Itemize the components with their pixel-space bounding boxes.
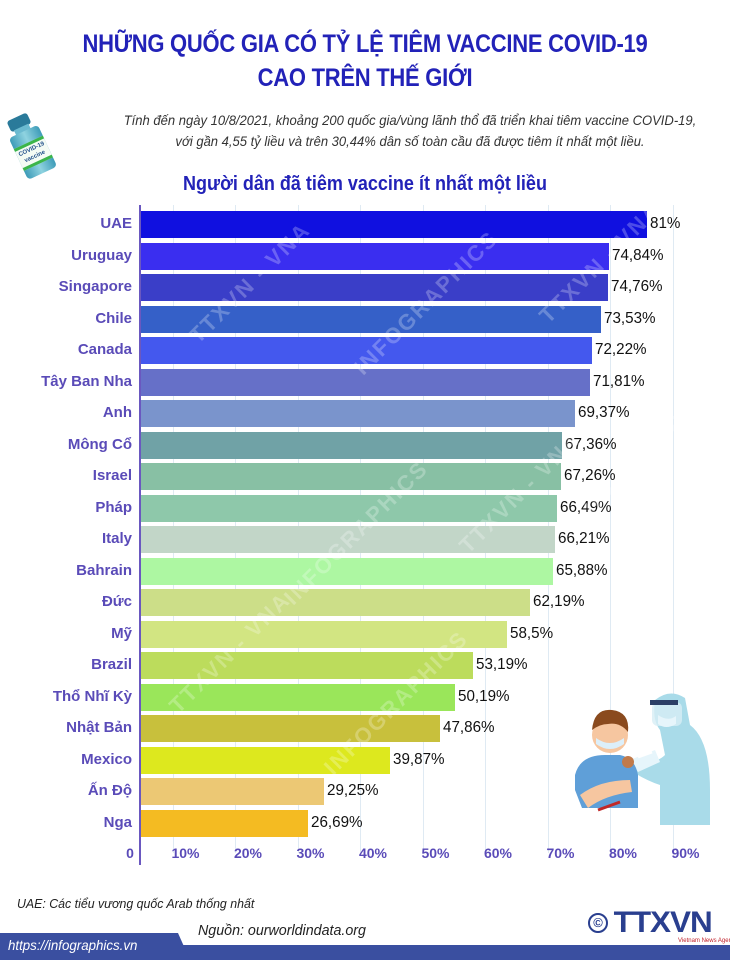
- country-label: Italy: [101, 530, 132, 547]
- country-label: Pháp: [95, 498, 132, 516]
- x-axis-tick: 60%: [483, 845, 513, 861]
- value-label: 74,76%: [611, 278, 663, 295]
- value-label: 66,49%: [559, 498, 612, 516]
- country-label: Nhật Bản: [66, 719, 132, 736]
- country-label: Thổ Nhĩ Kỳ: [52, 687, 132, 705]
- data-bar: [141, 589, 530, 616]
- data-bar: [141, 400, 575, 427]
- country-label: Canada: [77, 341, 132, 358]
- value-label: 74,84%: [611, 246, 664, 264]
- country-label: Brazil: [91, 656, 132, 673]
- logo-tagline: Vietnam News Agency: [678, 938, 730, 944]
- website-link[interactable]: https://infographics.vn: [8, 937, 138, 953]
- country-label: Chile: [95, 309, 132, 327]
- uae-footnote: UAE: Các tiểu vương quốc Arab thống nhất: [17, 896, 255, 911]
- data-bar: [141, 463, 562, 490]
- intro-text: Tính đến ngày 10/8/2021, khoảng 200 quốc…: [117, 110, 703, 152]
- data-bar: [141, 526, 555, 553]
- ttxvn-logo: © TTXVN Vietnam News Agency: [588, 906, 730, 944]
- gridline: [672, 205, 674, 853]
- country-label: Uruguay: [71, 246, 132, 264]
- intro-line-1: Tính đến ngày 10/8/2021, khoảng 200 quốc…: [123, 112, 697, 128]
- value-label: 62,19%: [532, 593, 585, 610]
- value-label: 50,19%: [457, 687, 510, 705]
- intro-line-2: với gần 4,55 tỷ liều và trên 30,44% dân …: [175, 133, 645, 149]
- source-text: Nguồn: ourworldindata.org: [198, 922, 366, 939]
- value-label: 67,36%: [565, 435, 617, 453]
- x-axis-tick: 80%: [608, 845, 638, 861]
- value-label: 58,5%: [509, 624, 553, 642]
- country-label: UAE: [100, 215, 132, 232]
- x-axis-tick: 30%: [296, 845, 325, 861]
- data-bar: [141, 431, 562, 459]
- data-bar: [141, 809, 308, 837]
- value-label: 81%: [650, 215, 681, 232]
- value-label: 47,86%: [443, 719, 495, 736]
- country-label: Mỹ: [111, 624, 132, 642]
- data-bar: [141, 368, 590, 396]
- x-axis-tick: 0: [126, 845, 134, 861]
- data-bar: [141, 274, 609, 301]
- data-bar: [141, 778, 324, 805]
- gridline: [610, 205, 611, 853]
- logo-text: TTXVN: [613, 906, 713, 939]
- country-label: Nga: [103, 813, 132, 831]
- value-label: 73,53%: [603, 309, 656, 327]
- value-label: 26,69%: [310, 813, 363, 831]
- x-axis-tick: 70%: [546, 845, 575, 861]
- data-bar: [141, 620, 507, 648]
- footer-url-tab: [0, 933, 190, 960]
- y-axis-line: [139, 205, 141, 865]
- x-axis-tick: 50%: [421, 845, 450, 861]
- data-bar: [141, 211, 648, 238]
- value-label: 69,37%: [577, 404, 630, 421]
- main-title-line-1: NHỮNG QUỐC GIA CÓ TỶ LỆ TIÊM VACCINE COV…: [82, 30, 648, 58]
- value-label: 53,19%: [476, 656, 528, 673]
- value-label: 29,25%: [326, 782, 379, 799]
- x-axis-tick: 10%: [171, 845, 200, 861]
- value-label: 71,81%: [592, 372, 645, 390]
- country-label: Bahrain: [76, 561, 132, 579]
- value-label: 67,26%: [564, 467, 616, 484]
- main-title-line-2: CAO TRÊN THẾ GIỚI: [257, 64, 473, 92]
- value-label: 66,21%: [557, 530, 610, 547]
- vaccination-illustration: [560, 680, 725, 830]
- x-axis-tick: 40%: [358, 845, 388, 861]
- country-label: Israel: [92, 467, 132, 484]
- country-label: Mông Cổ: [67, 435, 132, 453]
- country-label: Anh: [102, 404, 132, 421]
- data-bar: [141, 242, 609, 270]
- copyright-icon: ©: [588, 913, 608, 933]
- x-axis-tick: 90%: [671, 845, 700, 861]
- country-label: Singapore: [58, 278, 132, 295]
- chart-title: Người dân đã tiêm vaccine ít nhất một li…: [183, 173, 547, 195]
- data-bar: [141, 494, 557, 522]
- data-bar: [141, 305, 601, 333]
- value-label: 65,88%: [555, 561, 608, 579]
- x-axis-tick: 20%: [233, 845, 263, 861]
- country-label: Tây Ban Nha: [41, 372, 132, 390]
- data-bar: [141, 557, 553, 585]
- country-label: Mexico: [81, 750, 132, 768]
- data-bar: [141, 715, 441, 742]
- country-label: Đức: [101, 593, 132, 610]
- data-bar: [141, 746, 391, 774]
- data-bar: [141, 683, 455, 711]
- value-label: 72,22%: [595, 341, 647, 358]
- country-label: Ấn Độ: [87, 782, 132, 799]
- value-label: 39,87%: [393, 750, 445, 768]
- data-bar: [141, 337, 593, 364]
- data-bar: [141, 652, 474, 679]
